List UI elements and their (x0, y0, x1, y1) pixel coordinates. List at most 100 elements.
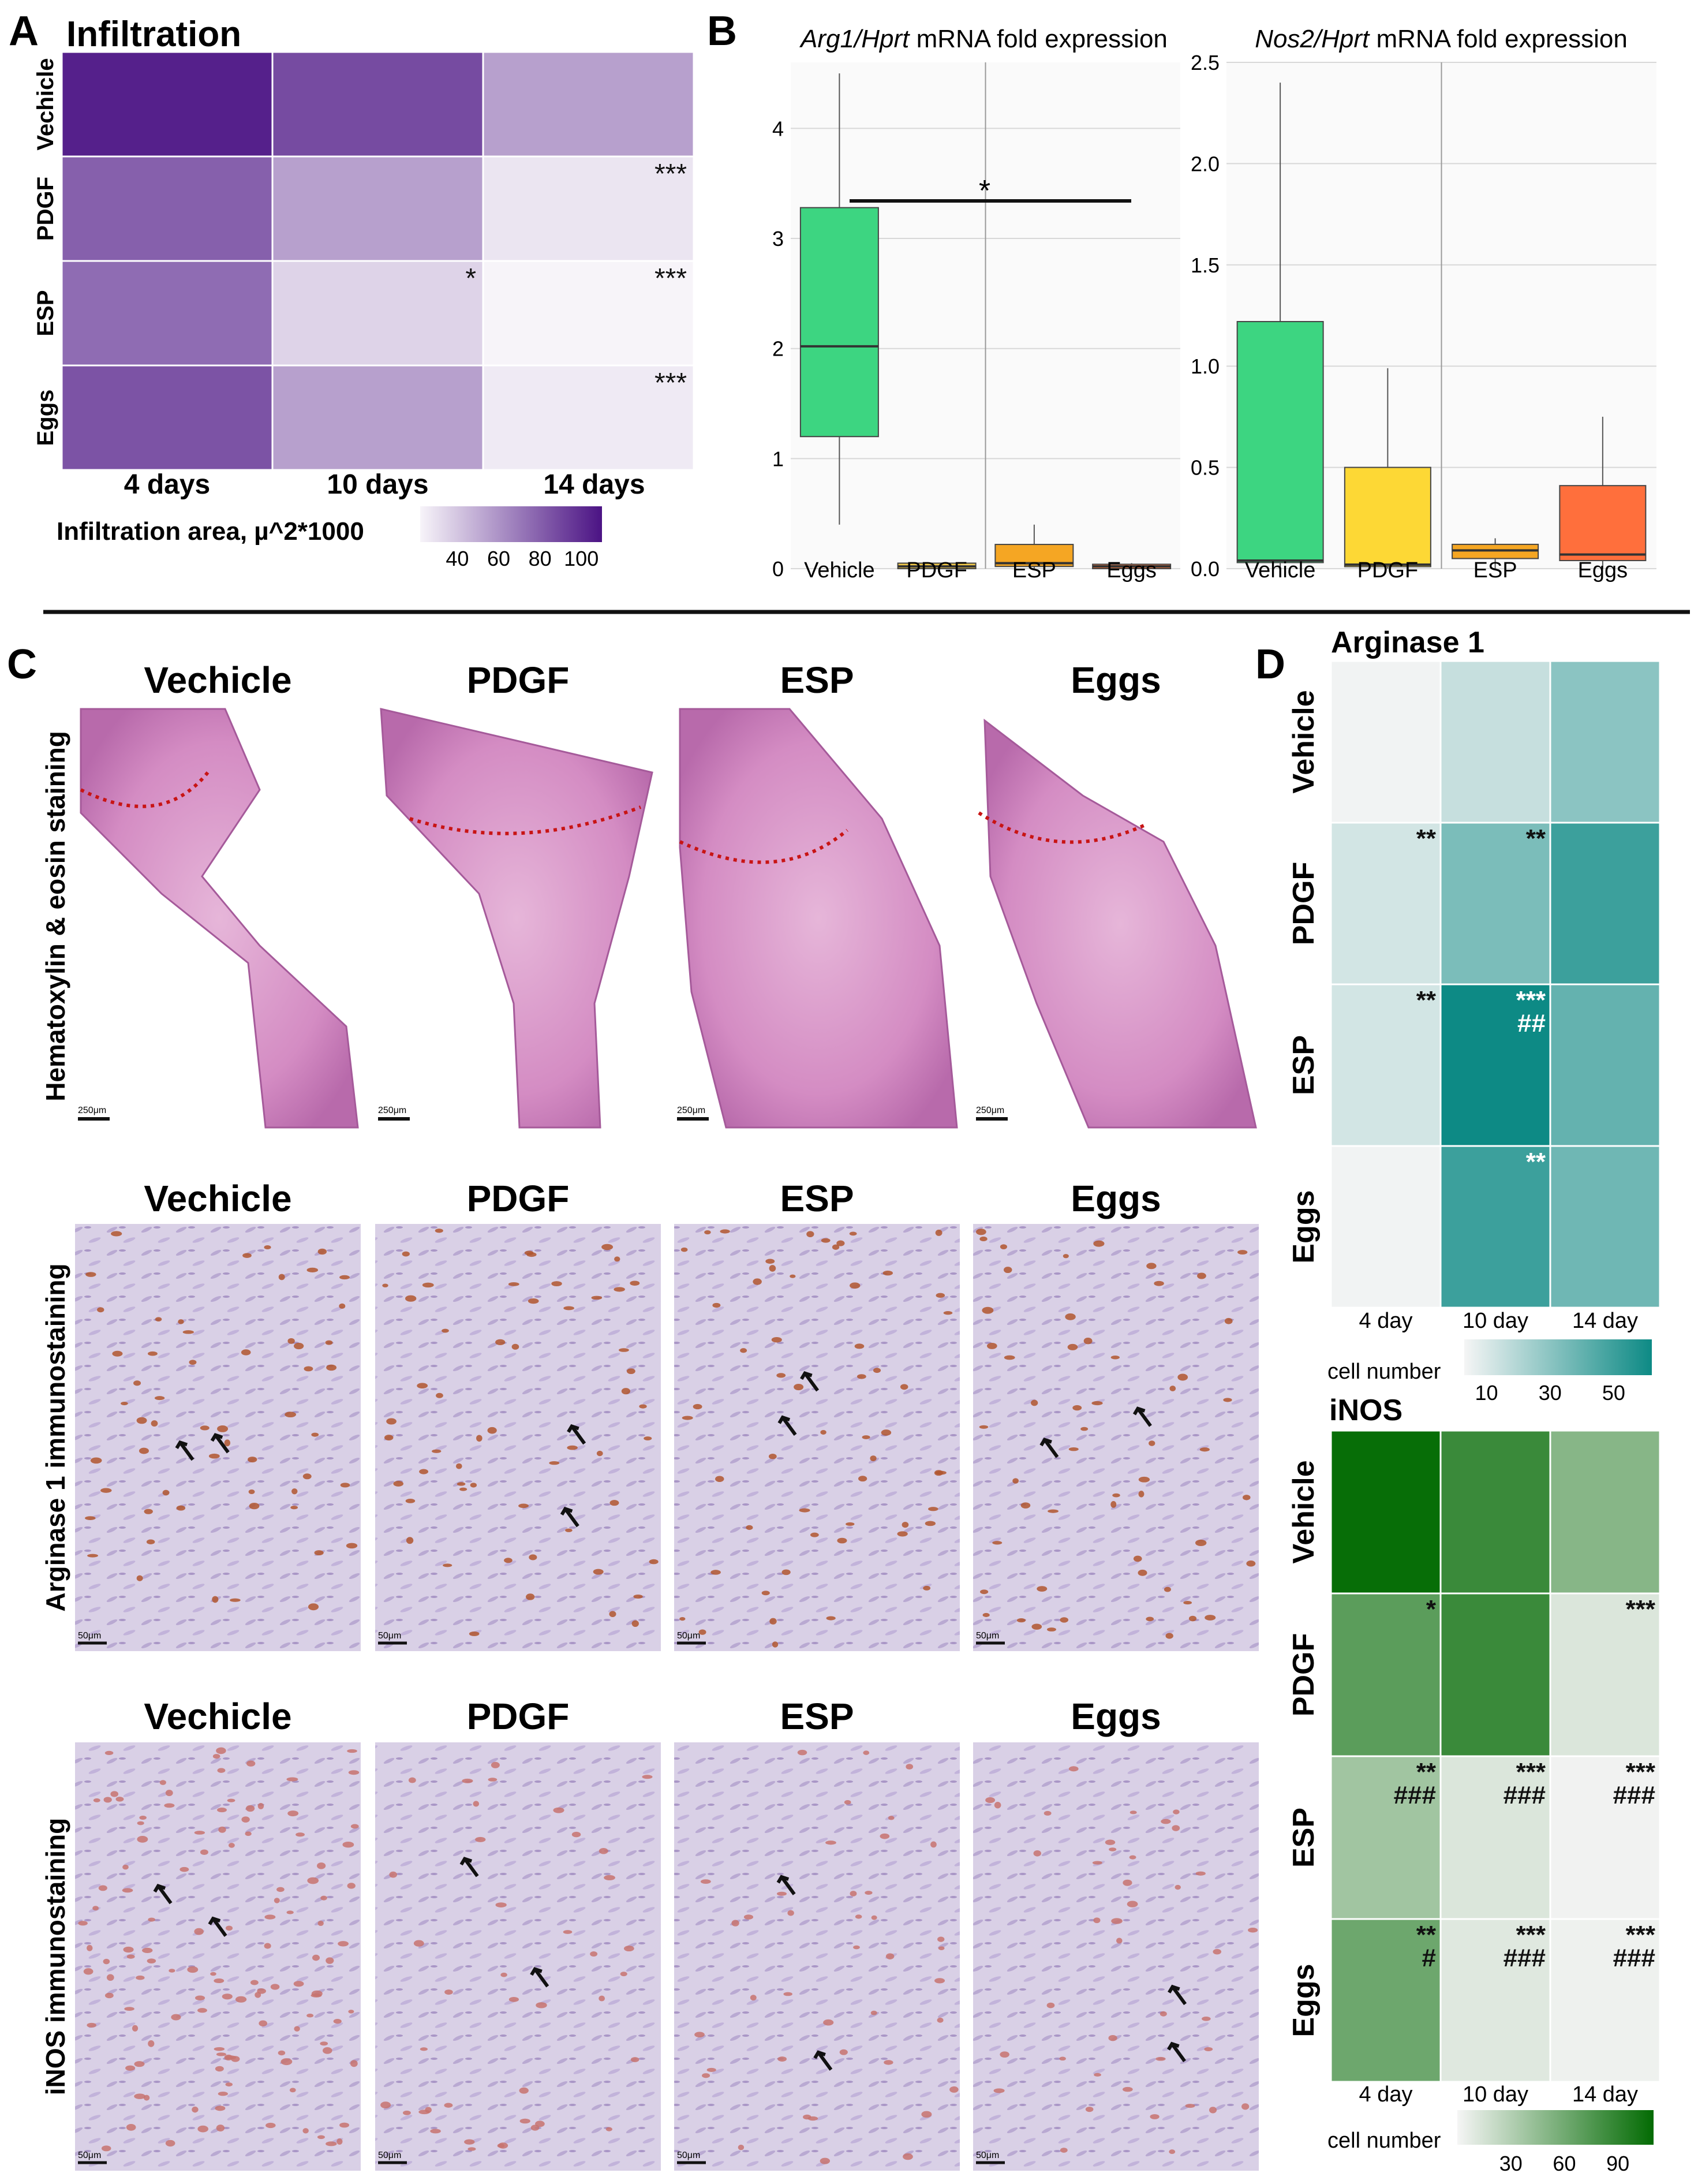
stained-cell (264, 1914, 276, 1920)
stained-cell (92, 1906, 99, 1911)
heatmap-cell (1439, 1429, 1551, 1595)
colorbar-tick: 30 (1539, 1381, 1562, 1405)
stained-cell (291, 1488, 298, 1495)
stained-cell (536, 2002, 547, 2008)
stained-cell (614, 1287, 625, 1292)
stained-cell (487, 1427, 497, 1434)
stained-cell (498, 2142, 508, 2149)
stained-cell (384, 1435, 394, 1441)
stained-cell (982, 1612, 990, 1617)
stained-cell (565, 1528, 573, 1532)
stained-cell (855, 1914, 862, 1919)
stained-cell (491, 1761, 500, 1768)
stained-cell (339, 1303, 346, 1309)
stained-cell (698, 1629, 706, 1635)
box-vehicle (799, 207, 879, 438)
stained-cell (1172, 1825, 1180, 1831)
stained-cell (287, 1810, 299, 1817)
scale-bar-label: 250μm (677, 1106, 705, 1115)
stained-cell (765, 1259, 775, 1264)
stained-cell (389, 1871, 398, 1878)
stained-cell (104, 1750, 114, 1756)
arrow-head (560, 1506, 573, 1516)
stained-cell (210, 1972, 216, 1976)
stained-cell (987, 1342, 997, 1349)
category-label: Eggs (1578, 558, 1628, 583)
colorbar-tick: 30 (1499, 2152, 1523, 2175)
stained-cell (1110, 1356, 1120, 1360)
stained-cell (980, 1589, 989, 1595)
stained-cell (797, 1749, 807, 1756)
stained-cell (1065, 1313, 1076, 1320)
panel-a: A Infiltration **** ****** VechiclePDGFES… (9, 8, 695, 570)
significance-mark: * (465, 263, 476, 294)
stained-cell (143, 2095, 150, 2101)
stained-cell (286, 1910, 294, 1914)
stained-cell (979, 1425, 989, 1429)
stained-cell (591, 1296, 603, 1300)
stained-cell (1031, 1399, 1038, 1406)
colorbar-tick: 60 (1553, 2152, 1576, 2175)
stained-cell (419, 1469, 429, 1474)
stained-cell (1093, 1917, 1101, 1924)
row-label: Eggs (1287, 1190, 1321, 1263)
row-label: ESP (1287, 1808, 1321, 1868)
colorbar (1464, 1339, 1652, 1375)
stained-cell (1122, 2086, 1133, 2092)
stained-cell (1138, 1491, 1145, 1498)
significance-mark: * (979, 174, 990, 208)
significance-mark: ** ### (1394, 1758, 1437, 1809)
stained-cell (462, 1778, 473, 1783)
stained-cell (700, 1879, 711, 1884)
stained-cell (935, 1229, 942, 1236)
stained-cell (103, 1797, 112, 1803)
panel-a-col-labels: 4 days 10 days 14 days (124, 469, 645, 500)
stained-cell (320, 1895, 327, 1901)
stained-cell (470, 1483, 477, 1488)
stained-cell (943, 1311, 953, 1315)
stained-cell (214, 2047, 225, 2051)
stained-cell (844, 1800, 851, 1805)
stained-cell (857, 1374, 866, 1379)
stained-cell (511, 1343, 519, 1350)
colorbar-tick: 10 (1475, 1381, 1498, 1405)
arrow-marker (463, 1857, 479, 1877)
stained-cell (457, 1482, 466, 1486)
heatmap-cell (271, 364, 484, 471)
stained-cell (317, 2135, 325, 2140)
stained-cell (1068, 1447, 1079, 1451)
stained-cell (302, 2128, 309, 2134)
stained-cell (85, 1272, 96, 1277)
stained-cell (87, 1554, 99, 1558)
stained-cell (710, 1570, 721, 1575)
stained-cell (189, 1360, 197, 1365)
stained-cell (106, 1974, 114, 1981)
stained-cell (473, 1801, 480, 1807)
stained-cell (136, 1975, 145, 1980)
stained-cell (137, 1836, 148, 1843)
panel-c-micrographs: Hematoxylin & eosin staining Vechicle 250μ… (40, 659, 1259, 2171)
stained-cell (599, 1847, 608, 1854)
stained-cell (314, 1550, 324, 1556)
stained-cell (985, 1797, 996, 1804)
arrow-marker (563, 1507, 579, 1528)
box-vehicle (1236, 321, 1324, 563)
stained-cell (340, 1483, 350, 1488)
stained-cell (746, 1525, 753, 1530)
stained-cell (1154, 1280, 1164, 1286)
stained-cell (178, 1319, 184, 1324)
stained-cell (850, 1891, 857, 1896)
stained-cell (1169, 2149, 1176, 2155)
stained-cell (865, 1891, 873, 1895)
arrow-marker (780, 1876, 796, 1895)
stained-cell (124, 2007, 134, 2011)
row-label: PDGF (1287, 862, 1321, 945)
stained-cell (693, 1403, 702, 1410)
stained-cell (551, 1281, 562, 1286)
stained-cell (870, 2010, 877, 2015)
stained-cell (475, 1836, 486, 1842)
colorbar-tick: 40 (446, 547, 469, 570)
stained-cell (136, 1575, 143, 1581)
significance-mark: *** (1626, 1595, 1656, 1623)
stained-cell (753, 1278, 762, 1285)
